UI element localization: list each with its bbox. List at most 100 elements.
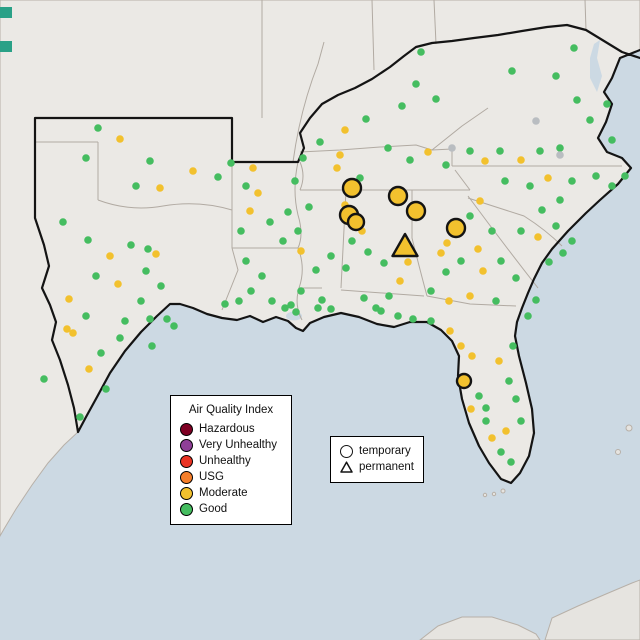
aqi-station-dot[interactable] [481,157,489,165]
aqi-station-dot[interactable] [342,264,350,272]
aqi-station-dot[interactable] [144,245,152,253]
aqi-station-dot[interactable] [157,282,165,290]
aqi-station-dot[interactable] [142,267,150,275]
aqi-station-dot[interactable] [312,266,320,274]
aqi-station-dot[interactable] [137,297,145,305]
aqi-station-dot[interactable] [592,172,600,180]
aqi-station-dot[interactable] [552,72,560,80]
aqi-station-dot[interactable] [474,245,482,253]
aqi-station-dot[interactable] [508,67,516,75]
aqi-station-dot[interactable] [146,315,154,323]
aqi-station-dot[interactable] [517,417,525,425]
aqi-station-dot[interactable] [121,317,129,325]
aqi-station-dot[interactable] [488,434,496,442]
aqi-station-dot[interactable] [297,247,305,255]
aqi-station-dot[interactable] [221,300,229,308]
aqi-station-dot[interactable] [505,377,513,385]
aqi-station-dot[interactable] [102,385,110,393]
aqi-station-dot[interactable] [497,257,505,265]
aqi-station-dot[interactable] [479,267,487,275]
aqi-station-dot[interactable] [82,154,90,162]
aqi-station-dot[interactable] [377,307,385,315]
aqi-station-dot[interactable] [545,258,553,266]
aqi-station-dot[interactable] [254,189,262,197]
aqi-station-dot[interactable] [341,126,349,134]
aqi-station-dot[interactable] [448,144,456,152]
aqi-station-dot[interactable] [446,327,454,335]
aqi-station-dot[interactable] [246,207,254,215]
aqi-station-dot[interactable] [457,257,465,265]
aqi-station-dot[interactable] [409,315,417,323]
aqi-station-dot[interactable] [512,274,520,282]
aqi-station-dot[interactable] [559,249,567,257]
temporary-monitor-marker[interactable] [405,200,427,222]
aqi-station-dot[interactable] [417,48,425,56]
aqi-station-dot[interactable] [94,124,102,132]
aqi-station-dot[interactable] [237,227,245,235]
aqi-station-dot[interactable] [364,248,372,256]
aqi-station-dot[interactable] [568,177,576,185]
aqi-station-dot[interactable] [492,297,500,305]
aqi-station-dot[interactable] [532,296,540,304]
aqi-station-dot[interactable] [127,241,135,249]
aqi-station-dot[interactable] [327,305,335,313]
aqi-station-dot[interactable] [385,292,393,300]
aqi-station-dot[interactable] [114,280,122,288]
aqi-station-dot[interactable] [526,182,534,190]
temporary-monitor-marker[interactable] [341,177,363,199]
aqi-station-dot[interactable] [84,236,92,244]
aqi-station-dot[interactable] [467,405,475,413]
aqi-station-dot[interactable] [427,317,435,325]
aqi-station-dot[interactable] [482,404,490,412]
aqi-station-dot[interactable] [247,287,255,295]
aqi-station-dot[interactable] [502,427,510,435]
aqi-station-dot[interactable] [316,138,324,146]
aqi-station-dot[interactable] [445,297,453,305]
aqi-station-dot[interactable] [437,249,445,257]
aqi-station-dot[interactable] [466,212,474,220]
aqi-station-dot[interactable] [536,147,544,155]
aqi-station-dot[interactable] [396,277,404,285]
aqi-station-dot[interactable] [497,448,505,456]
aqi-station-dot[interactable] [284,208,292,216]
aqi-station-dot[interactable] [360,294,368,302]
aqi-station-dot[interactable] [603,100,611,108]
aqi-station-dot[interactable] [412,80,420,88]
aqi-station-dot[interactable] [314,304,322,312]
aqi-station-dot[interactable] [299,154,307,162]
permanent-monitor-marker[interactable] [391,232,419,258]
aqi-station-dot[interactable] [291,177,299,185]
aqi-station-dot[interactable] [268,297,276,305]
aqi-station-dot[interactable] [512,395,520,403]
aqi-station-dot[interactable] [509,342,517,350]
aqi-station-dot[interactable] [258,272,266,280]
aqi-station-dot[interactable] [189,167,197,175]
aqi-station-dot[interactable] [488,227,496,235]
aqi-station-dot[interactable] [279,237,287,245]
temporary-monitor-marker[interactable] [455,372,473,390]
aqi-station-dot[interactable] [398,102,406,110]
aqi-station-dot[interactable] [501,177,509,185]
aqi-station-dot[interactable] [621,172,629,180]
aqi-station-dot[interactable] [552,222,560,230]
aqi-station-dot[interactable] [476,197,484,205]
aqi-station-dot[interactable] [442,268,450,276]
aqi-station-dot[interactable] [495,357,503,365]
aqi-station-dot[interactable] [556,144,564,152]
aqi-station-dot[interactable] [384,144,392,152]
aqi-station-dot[interactable] [538,206,546,214]
aqi-station-dot[interactable] [570,44,578,52]
aqi-station-dot[interactable] [333,164,341,172]
temporary-monitor-marker[interactable] [445,217,467,239]
aqi-station-dot[interactable] [92,272,100,280]
aqi-station-dot[interactable] [466,292,474,300]
aqi-station-dot[interactable] [152,250,160,258]
aqi-station-dot[interactable] [424,148,432,156]
aqi-station-dot[interactable] [106,252,114,260]
aqi-station-dot[interactable] [394,312,402,320]
aqi-station-dot[interactable] [443,239,451,247]
aqi-station-dot[interactable] [97,349,105,357]
aqi-station-dot[interactable] [475,392,483,400]
aqi-station-dot[interactable] [85,365,93,373]
aqi-station-dot[interactable] [568,237,576,245]
